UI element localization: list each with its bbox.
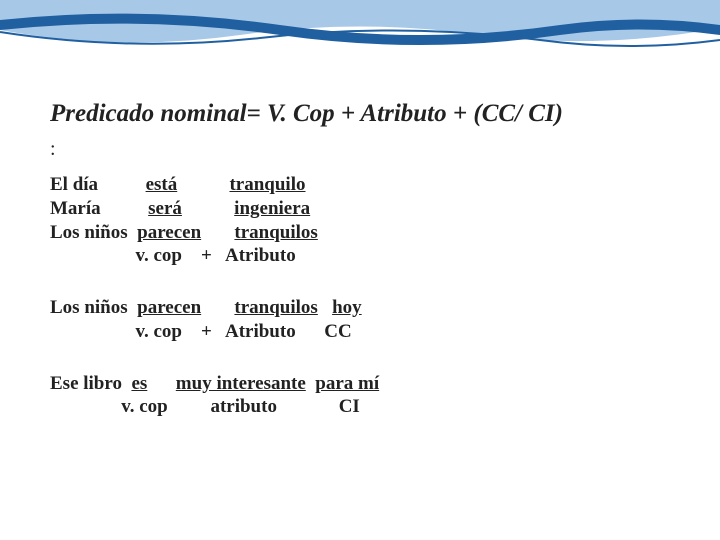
example-block-3: Ese libro es muy interesante para mí v. … bbox=[50, 372, 680, 420]
row: El día está tranquilo bbox=[50, 173, 680, 197]
row-labels: v. cop atributo CI bbox=[50, 395, 680, 419]
row: Ese libro es muy interesante para mí bbox=[50, 372, 680, 396]
row-labels: v. cop + Atributo bbox=[50, 244, 680, 268]
example-block-1: El día está tranquilo María será ingenie… bbox=[50, 173, 680, 268]
row: María será ingeniera bbox=[50, 197, 680, 221]
decorative-wave bbox=[0, 0, 720, 70]
colon-mark: : bbox=[50, 138, 680, 161]
row-labels: v. cop + Atributo CC bbox=[50, 320, 680, 344]
example-block-2: Los niños parecen tranquilos hoy v. cop … bbox=[50, 296, 680, 344]
row: Los niños parecen tranquilos bbox=[50, 221, 680, 245]
slide-content: Predicado nominal= V. Cop + Atributo + (… bbox=[50, 100, 680, 447]
slide-title: Predicado nominal= V. Cop + Atributo + (… bbox=[50, 100, 680, 128]
row: Los niños parecen tranquilos hoy bbox=[50, 296, 680, 320]
